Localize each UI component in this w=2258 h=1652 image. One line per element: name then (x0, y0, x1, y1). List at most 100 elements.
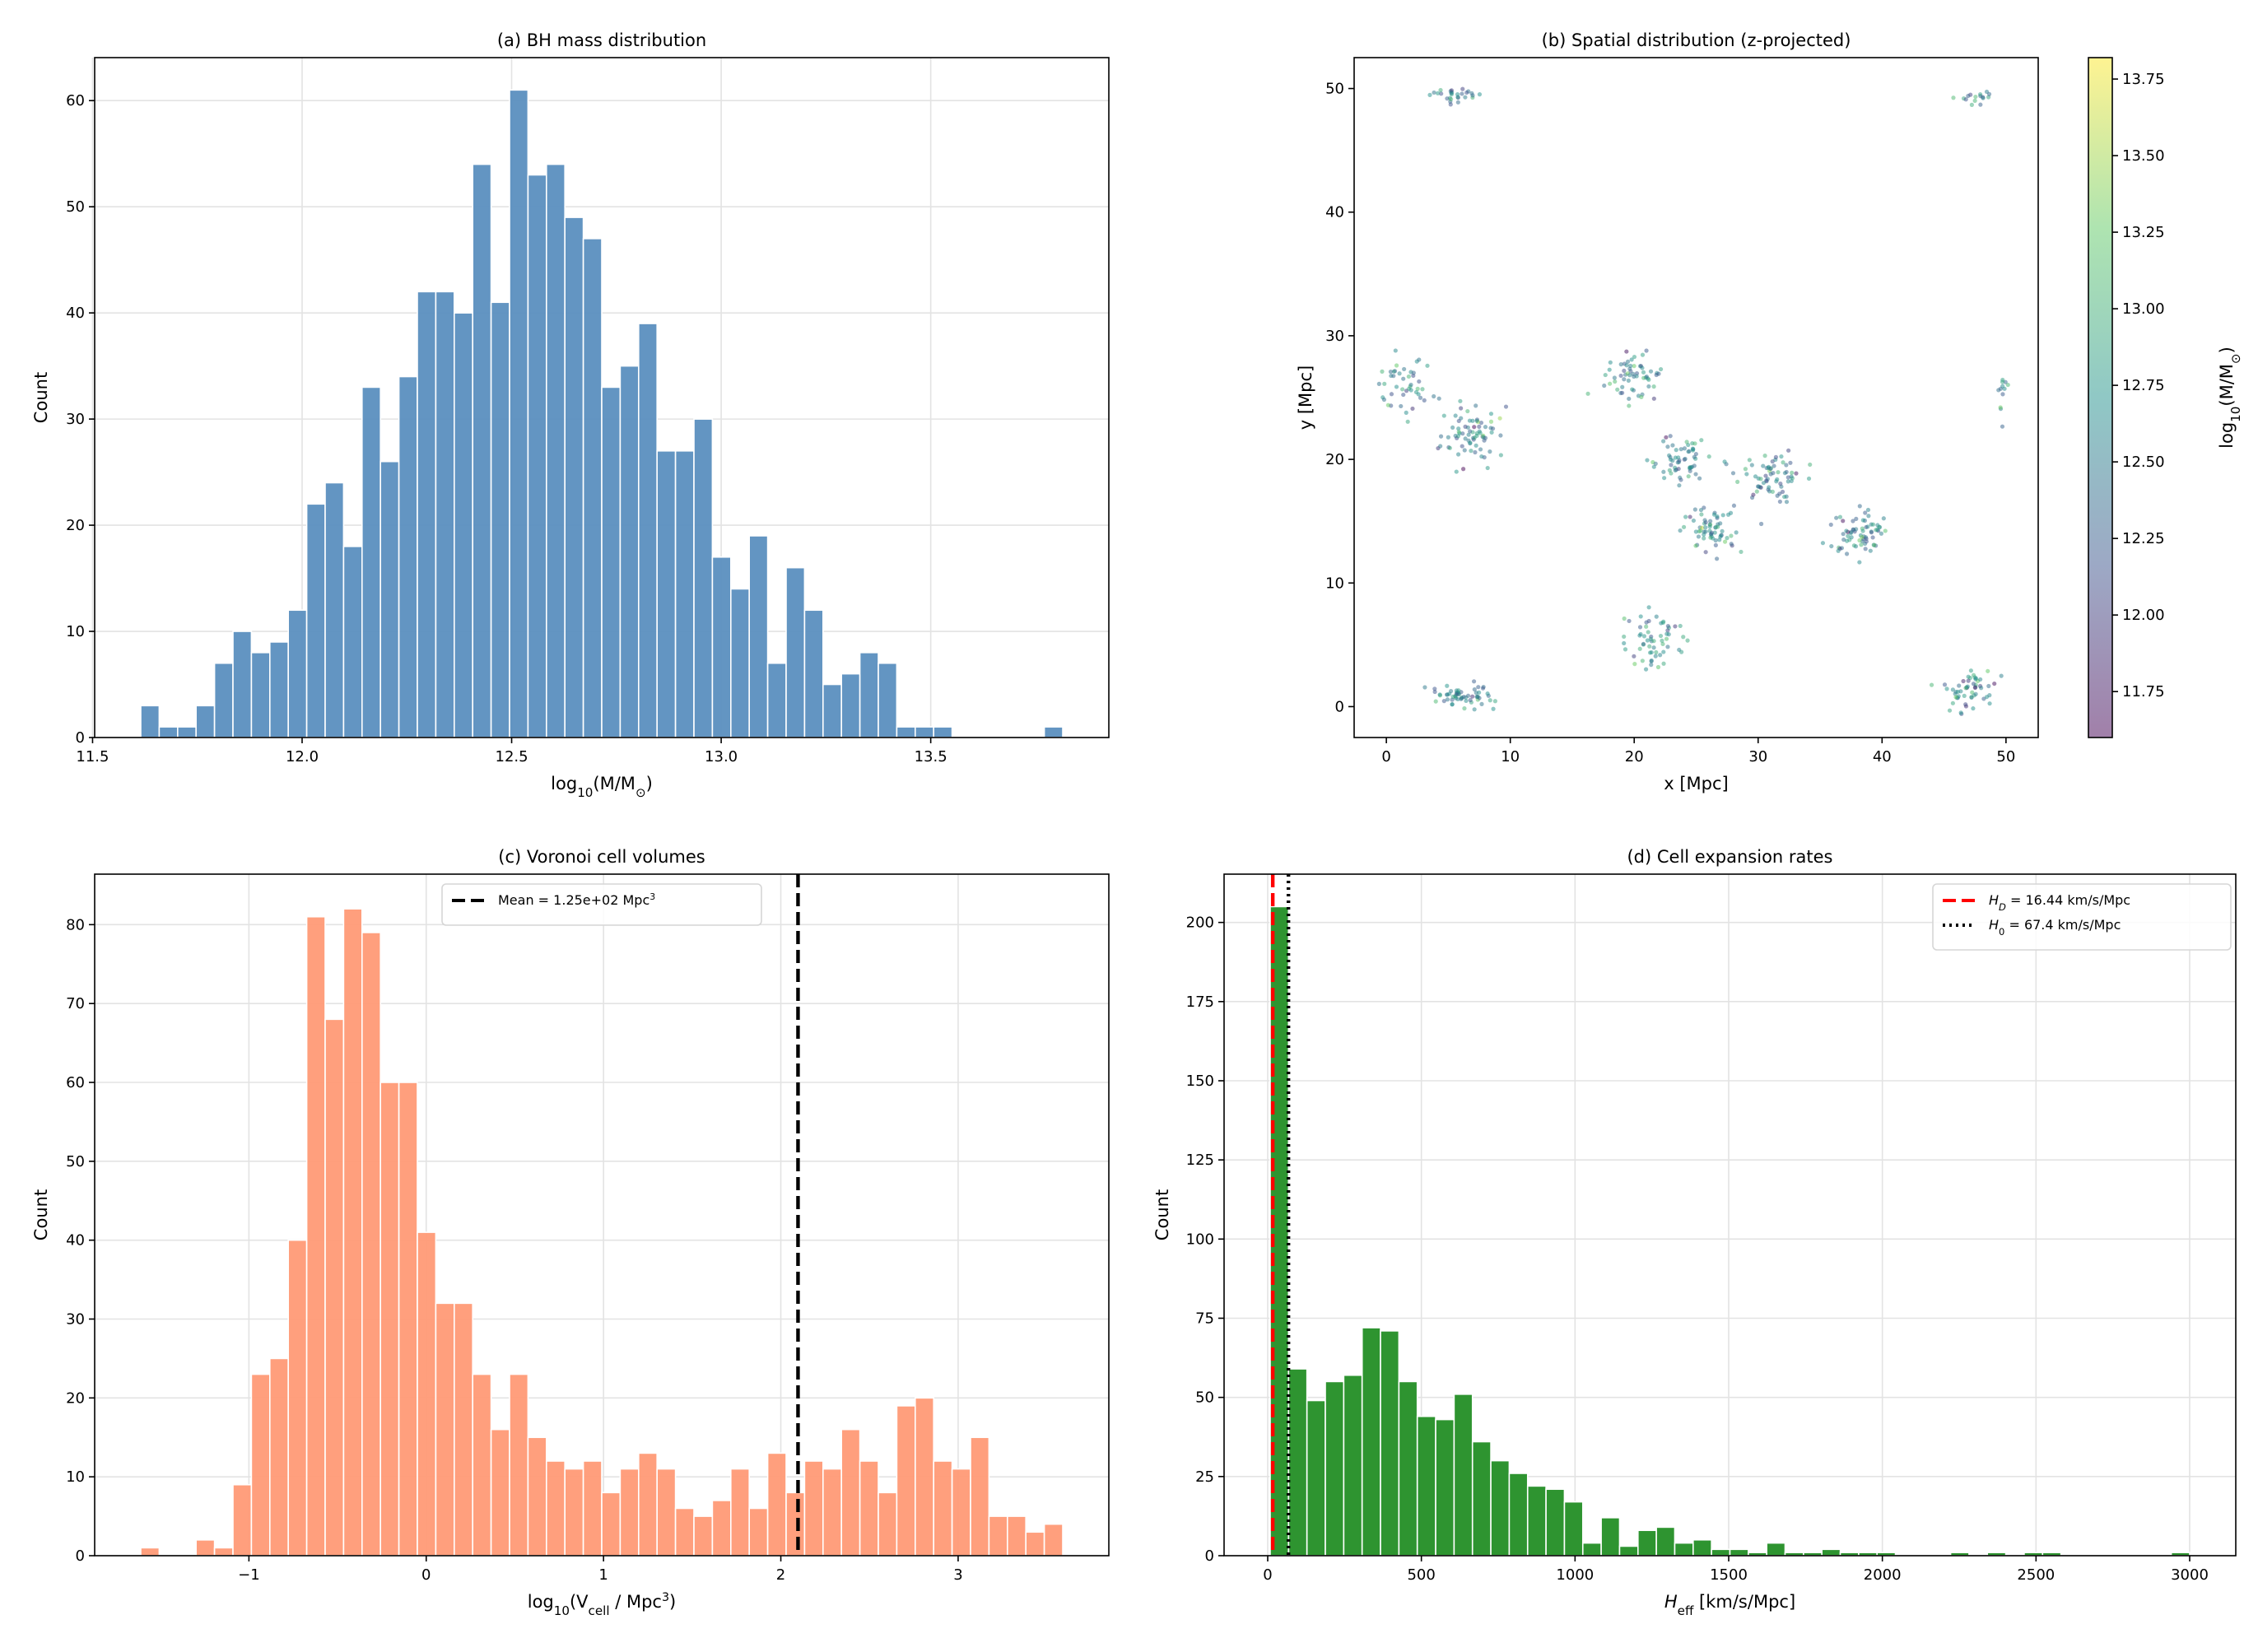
scatter-point (1639, 394, 1644, 400)
scatter-point (1445, 692, 1450, 697)
scatter-point (1706, 454, 1711, 459)
scatter-point (1771, 463, 1776, 468)
scatter-point (1405, 419, 1410, 424)
scatter-point (1786, 448, 1791, 453)
scatter-point (1962, 693, 1967, 698)
scatter-point (1678, 623, 1683, 629)
panel-title: (a) BH mass distribution (497, 30, 706, 50)
histogram-bar (250, 652, 271, 738)
histogram-bar (656, 1468, 677, 1557)
histogram-bar (1508, 1473, 1529, 1557)
scatter-point (1692, 441, 1697, 446)
scatter-point (1977, 92, 1983, 97)
scatter-point (1608, 360, 1613, 365)
scatter-point (1944, 686, 1949, 691)
scatter-point (1664, 631, 1669, 636)
scatter-point (1788, 460, 1793, 465)
scatter-point (1667, 468, 1672, 472)
scatter-point (1728, 510, 1734, 515)
colorbar-tick-label: 12.50 (2122, 454, 2165, 471)
scatter-point (1469, 449, 1474, 454)
scatter-point (1874, 528, 1879, 533)
scatter-point (1693, 472, 1698, 477)
scatter-point (1665, 645, 1670, 649)
colorbar-frame (2088, 57, 2113, 738)
histogram-bar (619, 1468, 640, 1557)
colorbar-label: log10(M/M⊙) (2217, 347, 2243, 449)
scatter-point (1627, 618, 1632, 624)
scatter-point (1767, 485, 1771, 490)
histogram-bar (232, 631, 253, 738)
scatter-point (1658, 633, 1664, 639)
histogram-bar (1416, 1415, 1436, 1557)
scatter-point (1658, 653, 1663, 658)
scatter-point (1961, 678, 1966, 684)
scatter-point (1656, 371, 1661, 376)
histogram-bar (435, 1302, 455, 1557)
panel-title: (d) Cell expansion rates (1627, 847, 1832, 867)
scatter-point (1438, 444, 1443, 449)
scatter-point (1649, 663, 1654, 668)
y-tick-label: 40 (66, 1232, 85, 1249)
scatter-point (1688, 465, 1692, 470)
scatter-point (1963, 686, 1968, 691)
scatter-point (1679, 649, 1684, 654)
scatter-point (1485, 691, 1490, 696)
legend-entry-label: HD = 16.44 km/s/Mpc (1989, 892, 2130, 913)
scatter-point (1436, 396, 1441, 401)
scatter-point (1612, 375, 1617, 380)
scatter-point (1389, 373, 1394, 379)
scatter-point (1869, 530, 1874, 535)
scatter-point (1503, 404, 1509, 409)
scatter-point (1376, 381, 1381, 386)
histogram-bar (1674, 1542, 1694, 1557)
scatter-point (1693, 543, 1698, 548)
x-tick-label: 13.0 (705, 748, 738, 766)
scatter-point (1879, 531, 1884, 536)
scatter-point (1986, 668, 1990, 673)
scatter-point (1847, 537, 1852, 542)
scatter-point (1647, 644, 1652, 649)
scatter-point (1709, 530, 1714, 535)
scatter-point (1474, 691, 1478, 696)
scatter-point (1463, 95, 1468, 100)
scatter-point (1866, 514, 1871, 519)
x-tick-label: 0 (1381, 748, 1390, 766)
scatter-point (1718, 521, 1723, 526)
y-axis-label: Count (31, 1189, 51, 1240)
scatter-point (1622, 377, 1627, 382)
scatter-point (1711, 512, 1717, 517)
x-tick-label: 2 (776, 1566, 785, 1584)
scatter-point (1673, 624, 1678, 629)
scatter-point (1863, 510, 1868, 515)
x-tick-label: −1 (238, 1566, 260, 1584)
histogram-bar (933, 1460, 953, 1557)
scatter-point (1632, 354, 1637, 360)
scatter-point (1460, 431, 1465, 436)
histogram-bar (840, 1428, 861, 1557)
histogram-bar (729, 588, 750, 738)
scatter-point (1632, 374, 1636, 379)
scatter-point (1450, 702, 1455, 707)
scatter-point (1473, 449, 1478, 455)
colorbar-tick-label: 11.75 (2122, 683, 2165, 700)
scatter-point (1615, 387, 1620, 392)
scatter-point (1388, 370, 1394, 375)
scatter-point (1622, 368, 1627, 374)
histogram-bar (1269, 905, 1290, 1557)
histogram-bar (1655, 1526, 1676, 1557)
histogram-bar (268, 641, 289, 738)
x-axis-label: log10(Vcell / Mpc3) (528, 1591, 677, 1618)
histogram-bar (527, 174, 547, 738)
scatter-point (1778, 482, 1783, 486)
histogram-bar (1306, 1399, 1326, 1557)
scatter-point (1638, 614, 1643, 619)
scatter-point (1498, 433, 1503, 438)
scatter-point (1437, 692, 1442, 697)
y-tick-label: 20 (66, 1389, 85, 1407)
scatter-point (1729, 533, 1734, 538)
legend-entry-label: H0 = 67.4 km/s/Mpc (1989, 917, 2121, 938)
scatter-point (1763, 473, 1768, 478)
scatter-point (1435, 91, 1441, 95)
scatter-point (1658, 366, 1664, 372)
